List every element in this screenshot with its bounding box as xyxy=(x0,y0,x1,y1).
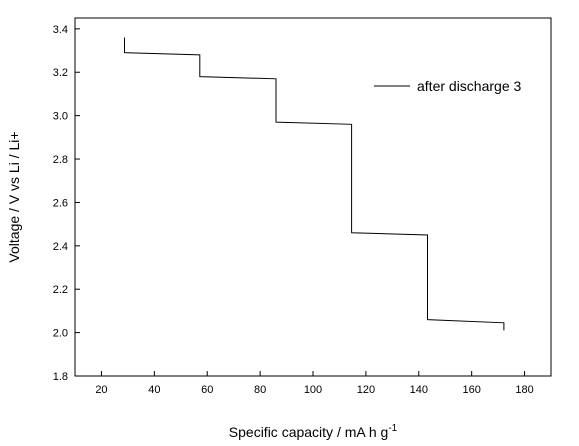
y-tick-label: 3.4 xyxy=(53,24,68,36)
x-tick-label: 180 xyxy=(515,384,533,396)
y-tick-label: 2.0 xyxy=(53,328,68,340)
x-tick-label: 60 xyxy=(201,384,213,396)
y-tick-label: 1.8 xyxy=(53,371,68,383)
x-axis-ticks: 20 40 60 80 100 120 140 160 180 xyxy=(95,371,534,396)
x-tick-label: 80 xyxy=(254,384,266,396)
y-tick-label: 3.0 xyxy=(53,111,68,123)
y-tick-label: 2.8 xyxy=(53,154,68,166)
x-tick-label: 100 xyxy=(304,384,322,396)
y-tick-label: 2.2 xyxy=(53,284,68,296)
x-axis-label-main: Specific capacity / mA h g xyxy=(229,424,389,440)
series-line xyxy=(124,37,505,331)
legend: after discharge 3 xyxy=(374,78,521,94)
legend-label: after discharge 3 xyxy=(417,78,521,94)
y-tick-label: 3.2 xyxy=(53,67,68,79)
x-tick-label: 20 xyxy=(95,384,107,396)
x-tick-label: 160 xyxy=(462,384,480,396)
series-layer xyxy=(124,37,505,331)
y-tick-label: 2.4 xyxy=(53,241,68,253)
y-axis-label: Voltage / V vs Li / Li+ xyxy=(6,131,22,262)
x-axis-label-superscript: -1 xyxy=(388,423,397,434)
x-tick-label: 140 xyxy=(410,384,428,396)
y-tick-label: 2.6 xyxy=(53,197,68,209)
x-axis-label: Specific capacity / mA h g-1 xyxy=(229,423,398,440)
x-tick-label: 40 xyxy=(148,384,160,396)
x-tick-label: 120 xyxy=(357,384,375,396)
y-axis-ticks: 1.8 2.0 2.2 2.4 2.6 2.8 3.0 3.2 3.4 xyxy=(53,24,80,383)
plot-frame xyxy=(74,17,552,377)
